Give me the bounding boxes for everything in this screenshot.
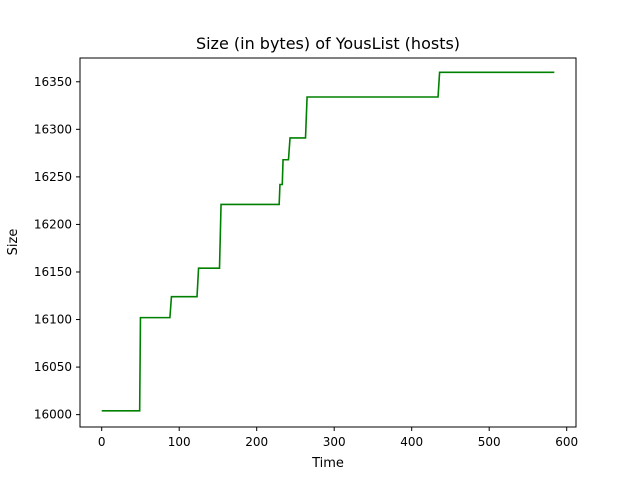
y-tick-label: 16050 [34, 360, 72, 374]
x-tick-label: 500 [478, 435, 501, 449]
y-tick-label: 16150 [34, 265, 72, 279]
plot-frame [79, 57, 577, 428]
x-tick-label: 400 [400, 435, 423, 449]
y-tick-label: 16300 [34, 122, 72, 136]
x-axis-label: Time [311, 456, 344, 471]
y-tick-label: 16000 [34, 408, 72, 422]
x-tick-label: 0 [98, 435, 106, 449]
plot-area: 0 100 200 300 400 500 600 16000 16050 16100 16150… [34, 57, 578, 449]
y-tick-label: 16200 [34, 217, 72, 231]
chart-title: Size (in bytes) of YousList (hosts) [196, 34, 460, 53]
x-tick-label: 300 [323, 435, 346, 449]
y-tick-label: 16100 [34, 313, 72, 327]
y-axis-ticks: 16000 16050 16100 16150 16200 16250 16300 16350 [34, 75, 80, 422]
x-axis-ticks: 0 100 200 300 400 500 600 [98, 427, 578, 449]
x-tick-label: 200 [245, 435, 268, 449]
y-tick-label: 16350 [34, 75, 72, 89]
x-tick-label: 100 [168, 435, 191, 449]
y-tick-label: 16250 [34, 170, 72, 184]
series-line [101, 71, 555, 412]
y-axis-label: Size [6, 229, 21, 256]
x-tick-label: 600 [555, 435, 578, 449]
